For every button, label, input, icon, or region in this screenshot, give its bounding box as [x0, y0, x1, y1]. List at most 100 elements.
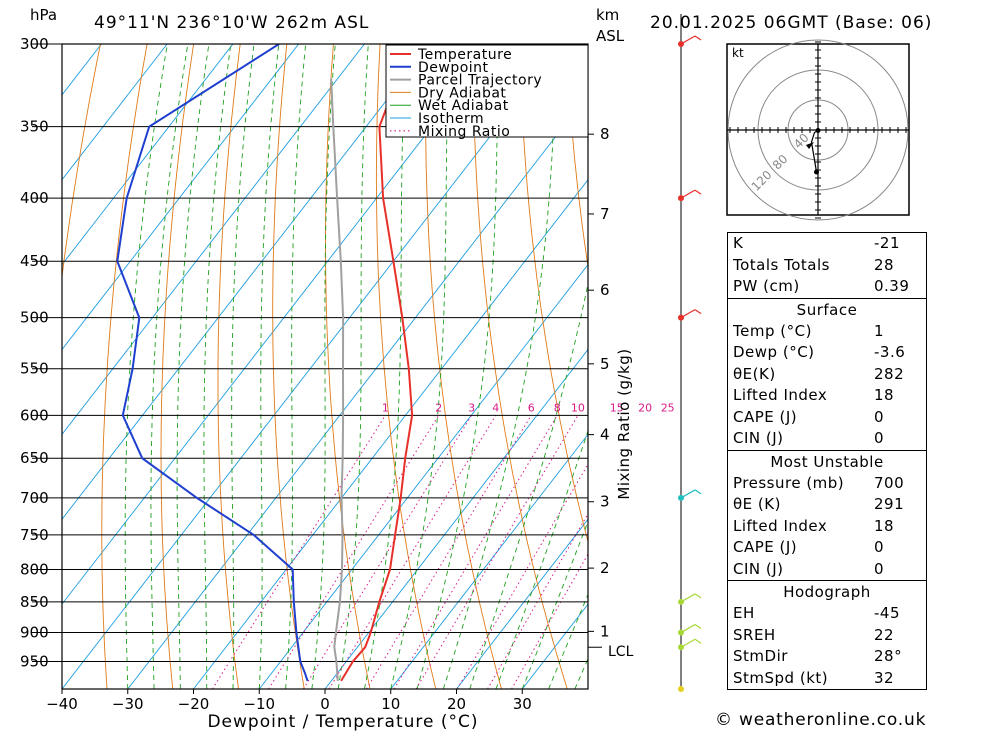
index-value: 700: [874, 473, 905, 492]
index-label: Lifted Index: [733, 386, 828, 404]
pressure-tick-label: 850: [20, 593, 49, 611]
isotherm-line: [62, 44, 234, 266]
isotherm-line: [62, 44, 300, 351]
index-row: PW (cm) 0.39: [728, 276, 926, 298]
wet-adiabat-line: [285, 44, 307, 689]
pressure-tick-label: 750: [20, 526, 49, 544]
isotherm-line: [456, 518, 588, 689]
isotherm-line: [390, 433, 588, 689]
wet-adiabat-line: [124, 44, 168, 689]
wet-adiabat-line: [442, 44, 557, 689]
wind-barb: [694, 593, 702, 599]
pressure-tick-label: 800: [20, 561, 49, 579]
index-row: CIN (J) 0: [728, 559, 926, 581]
index-row: θE(K) 282: [728, 364, 926, 386]
wet-adiabat-line: [548, 593, 588, 689]
dry-adiabat-line: [935, 26, 1000, 689]
wind-barb: [680, 593, 696, 603]
wind-barb: [680, 624, 696, 634]
index-label: EH: [733, 604, 755, 622]
index-row: Totals Totals 28: [728, 255, 926, 277]
wet-adiabat-line: [203, 44, 232, 689]
index-label: CAPE (J): [733, 407, 798, 426]
indices-panel: K -21 Totals Totals 28 PW (cm) 0.39 Surface T…: [727, 232, 927, 690]
asl-unit-label: ASL: [596, 27, 625, 45]
pressure-tick-label: 350: [20, 118, 49, 136]
index-value: -45: [874, 604, 900, 622]
index-value: -21: [874, 234, 900, 252]
index-value: 22: [874, 625, 895, 644]
wet-adiabat-line: [521, 520, 588, 689]
x-tick-label: 10: [381, 695, 400, 713]
index-row: CAPE (J) 0: [728, 407, 926, 429]
isotherm-line: [0, 7, 64, 689]
wind-barb: [694, 189, 702, 195]
profile-series: [116, 44, 414, 682]
x-tick-label: 20: [447, 695, 466, 713]
dry-adiabat-line: [981, 26, 1000, 689]
wet-adiabat-line: [176, 44, 210, 689]
index-label: StmSpd (kt): [733, 668, 829, 687]
legend-label: Temperature: [417, 47, 512, 63]
wet-adiabat-line: [495, 429, 588, 689]
location-title: 49°11'N 236°10'W 262m ASL: [94, 13, 369, 33]
pressure-tick-label: 500: [20, 309, 49, 327]
pressure-tick-label: 650: [20, 449, 49, 467]
legend-label: Isotherm: [418, 111, 484, 127]
pressure-tick-label: 550: [20, 360, 49, 378]
wind-barb: [680, 35, 696, 45]
index-label: θE(K): [733, 364, 776, 383]
hodograph-title: Hodograph: [783, 583, 871, 601]
mixing-ratio-line: [511, 553, 588, 689]
index-row: CAPE (J) 0: [728, 537, 926, 559]
x-tick-label: −30: [112, 695, 144, 713]
km-tick-label: 5: [600, 355, 610, 373]
wind-barb: [680, 489, 696, 499]
isotherm-line: [258, 263, 588, 689]
index-label: PW (cm): [733, 277, 800, 295]
x-tick-label: 30: [513, 695, 532, 713]
index-label: K: [733, 234, 744, 252]
datetime-title: 20.01.2025 06GMT (Base: 06): [650, 13, 932, 33]
dry-adiabat-line: [217, 44, 241, 689]
index-value: 18: [874, 516, 895, 535]
mixing-ratio-label: 15: [610, 401, 624, 414]
index-label: StmDir: [733, 647, 788, 665]
x-tick-label: 0: [320, 695, 330, 713]
index-row: K -21: [728, 233, 926, 255]
index-value: 32: [874, 668, 895, 687]
dry-adiabat-line: [272, 44, 305, 689]
mixing-ratio-label: 1: [382, 401, 389, 414]
isotherm-line: [62, 44, 431, 520]
index-value: 0.39: [874, 277, 910, 295]
index-label: Lifted Index: [733, 516, 828, 535]
pressure-tick-label: 400: [20, 189, 49, 207]
storm-motion-marker: [806, 142, 814, 149]
index-value: 0: [874, 559, 885, 578]
isotherm-line: [62, 44, 168, 181]
legend-label: Parcel Trajectory: [418, 73, 542, 89]
credit-text[interactable]: © weatheronline.co.uk: [715, 710, 927, 730]
dry-adiabat-line: [325, 44, 371, 689]
wind-barb: [694, 638, 702, 644]
isotherm-line: [62, 44, 366, 436]
wind-barb: [694, 309, 702, 315]
isotherm-line: [62, 44, 103, 96]
index-row: Lifted Index 18: [728, 385, 926, 407]
mixing-ratio-label: 2: [435, 401, 442, 414]
index-value: 28°: [874, 647, 903, 665]
dry-adiabat-lines: [62, 26, 1000, 689]
wind-barb: [694, 35, 702, 41]
y-axis-ticks: 300 350 400 450 500 550 600 650 700 750 800 850 900 9…: [20, 35, 49, 671]
index-value: 0: [874, 538, 885, 556]
mixing-ratio-label: 6: [528, 401, 535, 414]
pressure-tick-label: 300: [20, 35, 49, 53]
wind-barb: [680, 309, 696, 319]
parcel-trajectory-line: [330, 78, 345, 681]
dry-adiabat-line: [101, 44, 148, 689]
index-row: θE (K) 291: [728, 494, 926, 516]
index-value: 282: [874, 364, 905, 383]
wind-barb: [694, 624, 702, 630]
